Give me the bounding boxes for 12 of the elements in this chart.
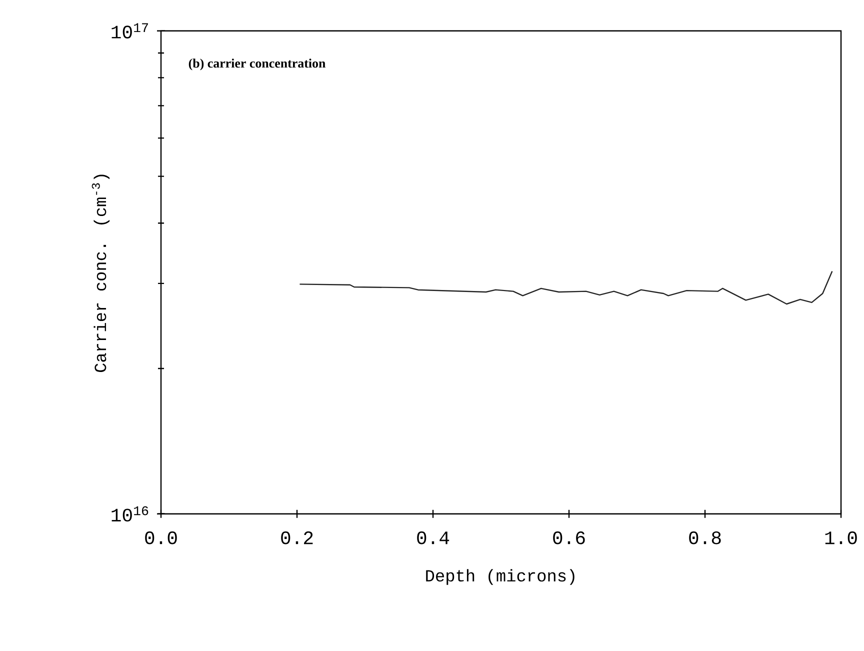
y-axis-title: Carrier conc. (cm$^{-3}$) <box>92 174 110 372</box>
line-series <box>299 270 833 305</box>
x-axis-title: Depth (microns) <box>426 569 574 585</box>
x-tick-label: 0.0 <box>145 531 177 544</box>
x-tick-label: 0.6 <box>553 531 585 544</box>
annotation: (b) carrier concentration <box>188 58 326 70</box>
y-tick-label: 10$^{17}$ <box>112 23 148 38</box>
x-tick-label: 0.2 <box>281 531 313 544</box>
x-tick-label: 0.8 <box>689 531 721 544</box>
y-tick-label: 10$^{16}$ <box>112 506 148 522</box>
x-tick-label: 0.4 <box>417 531 450 544</box>
x-tick-label: 1.0 <box>825 531 857 544</box>
